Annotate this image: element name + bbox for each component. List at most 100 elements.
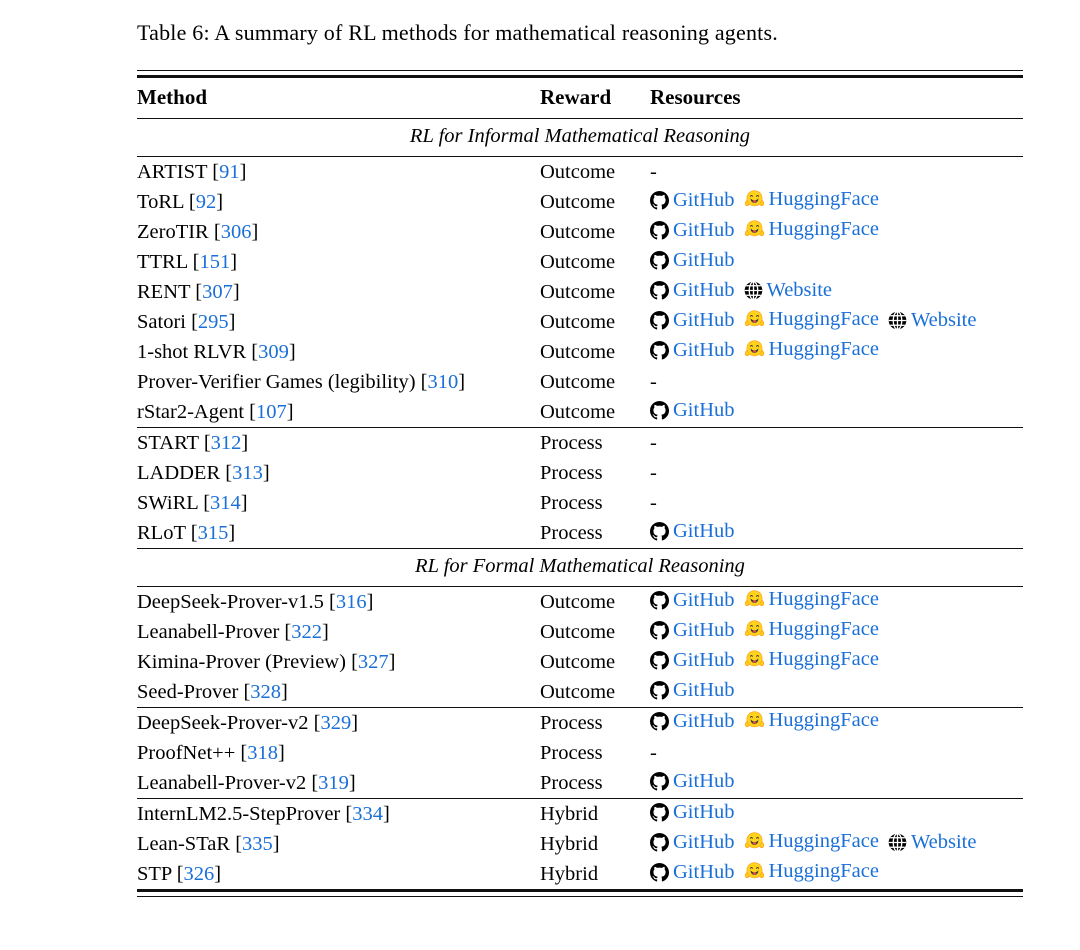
github-link[interactable]: GitHub: [650, 279, 735, 302]
citation-link[interactable]: 107: [255, 400, 287, 423]
citation-link[interactable]: 327: [357, 650, 389, 673]
huggingface-icon: [744, 710, 765, 731]
resources-cell: GitHub: [650, 520, 1023, 547]
citation-link[interactable]: 314: [210, 491, 241, 514]
huggingface-link[interactable]: HuggingFace: [744, 648, 879, 671]
citation-link[interactable]: 307: [202, 280, 233, 303]
website-link[interactable]: Website: [744, 278, 833, 302]
citation-bracket-close: ]: [262, 461, 270, 484]
github-icon: [650, 802, 669, 822]
huggingface-link[interactable]: HuggingFace: [744, 338, 879, 361]
github-link[interactable]: GitHub: [650, 249, 735, 272]
github-link[interactable]: GitHub: [650, 520, 735, 543]
citation-bracket-open: [: [311, 771, 319, 794]
empty-resources-marker: -: [650, 491, 657, 514]
citation-link[interactable]: 316: [335, 590, 367, 613]
citation-link[interactable]: 151: [199, 250, 231, 273]
citation-bracket-open: [: [212, 160, 220, 183]
github-link[interactable]: GitHub: [650, 309, 735, 332]
reward-value: Process: [540, 741, 603, 764]
github-link[interactable]: GitHub: [650, 189, 735, 212]
citation-link[interactable]: 334: [352, 802, 383, 825]
citation-link[interactable]: 306: [220, 220, 252, 243]
huggingface-icon: [744, 189, 765, 210]
resources-cell: GitHub: [650, 801, 1023, 828]
resources-cell: GitHub: [650, 770, 1023, 797]
website-link[interactable]: Website: [888, 309, 976, 332]
huggingface-link[interactable]: HuggingFace: [744, 588, 879, 611]
github-link[interactable]: GitHub: [650, 770, 735, 793]
github-link[interactable]: GitHub: [650, 679, 735, 702]
github-link[interactable]: GitHub: [650, 710, 735, 733]
citation-link[interactable]: 318: [247, 741, 278, 764]
citation-bracket-close: ]: [458, 370, 466, 393]
huggingface-link[interactable]: HuggingFace: [744, 308, 879, 331]
github-link-label: GitHub: [673, 398, 735, 421]
column-header-method: Method: [137, 85, 207, 109]
group-divider-rule: [137, 548, 1023, 549]
github-link[interactable]: GitHub: [650, 861, 735, 884]
method-cell: TTRL [151]: [137, 251, 540, 274]
huggingface-link[interactable]: HuggingFace: [744, 860, 879, 883]
citation-link[interactable]: 295: [197, 310, 229, 333]
huggingface-link[interactable]: HuggingFace: [744, 218, 879, 241]
citation-link[interactable]: 326: [183, 862, 215, 885]
citation-link[interactable]: 319: [318, 771, 349, 794]
huggingface-icon: [744, 339, 765, 360]
citation-bracket-open: [: [203, 431, 211, 454]
huggingface-link-label: HuggingFace: [768, 338, 879, 360]
citation-bracket-close: ]: [239, 160, 247, 183]
reward-value: Process: [540, 461, 603, 484]
citation-bracket-close: ]: [214, 862, 222, 885]
method-cell: DeepSeek-Prover-v1.5 [316]: [137, 591, 540, 614]
citation-bracket-open: [: [235, 832, 243, 855]
citation-link[interactable]: 310: [427, 370, 459, 393]
citation-link[interactable]: 315: [197, 521, 229, 544]
citation-link[interactable]: 91: [219, 160, 240, 183]
method-name: Leanabell-Prover-v2: [137, 771, 312, 794]
citation-link[interactable]: 329: [320, 711, 352, 734]
github-link[interactable]: GitHub: [650, 831, 735, 854]
citation-link[interactable]: 322: [291, 620, 322, 643]
reward-value: Outcome: [540, 680, 616, 703]
resources-cell: GitHub HuggingFace Website: [650, 830, 1023, 858]
github-link[interactable]: GitHub: [650, 219, 735, 242]
method-cell: InternLM2.5-StepProver [334]: [137, 803, 540, 826]
table-row: ARTIST [91] Outcome -: [137, 157, 1023, 187]
github-icon: [650, 712, 669, 731]
reward-value: Outcome: [540, 250, 616, 273]
github-link[interactable]: GitHub: [650, 801, 735, 824]
huggingface-link[interactable]: HuggingFace: [744, 709, 879, 732]
huggingface-link[interactable]: HuggingFace: [744, 618, 879, 641]
citation-link[interactable]: 312: [210, 431, 242, 454]
citation-link[interactable]: 313: [232, 461, 263, 484]
method-name: DeepSeek-Prover-v2: [137, 711, 314, 734]
citation-link[interactable]: 92: [195, 190, 217, 213]
github-link[interactable]: GitHub: [650, 649, 735, 672]
github-link[interactable]: GitHub: [650, 619, 735, 642]
method-cell: Prover-Verifier Games (legibility) [310]: [137, 371, 540, 394]
citation-link[interactable]: 335: [242, 832, 273, 855]
citation-bracket-close: ]: [241, 431, 249, 454]
table-row: RENT [307] Outcome GitHub Website: [137, 277, 1023, 307]
website-link-label: Website: [766, 278, 833, 301]
github-link[interactable]: GitHub: [650, 589, 735, 612]
huggingface-link[interactable]: HuggingFace: [744, 830, 879, 853]
method-cell: Kimina-Prover (Preview) [327]: [137, 651, 540, 674]
huggingface-link[interactable]: HuggingFace: [744, 188, 879, 211]
citation-bracket-open: [: [213, 220, 221, 243]
reward-value: Outcome: [540, 190, 616, 213]
citation-link[interactable]: 328: [250, 680, 282, 703]
website-link[interactable]: Website: [888, 831, 976, 854]
citation-bracket-close: ]: [232, 280, 240, 303]
github-link[interactable]: GitHub: [650, 339, 735, 362]
reward-value: Outcome: [540, 370, 616, 393]
huggingface-icon: [744, 831, 765, 852]
method-cell: Satori [295]: [137, 311, 540, 334]
method-name: ZeroTIR: [137, 220, 214, 243]
citation-link[interactable]: 309: [258, 340, 289, 363]
github-link[interactable]: GitHub: [650, 399, 735, 422]
method-name: LADDER: [137, 461, 226, 484]
reward-value: Outcome: [540, 650, 616, 673]
reward-value: Hybrid: [540, 802, 599, 825]
